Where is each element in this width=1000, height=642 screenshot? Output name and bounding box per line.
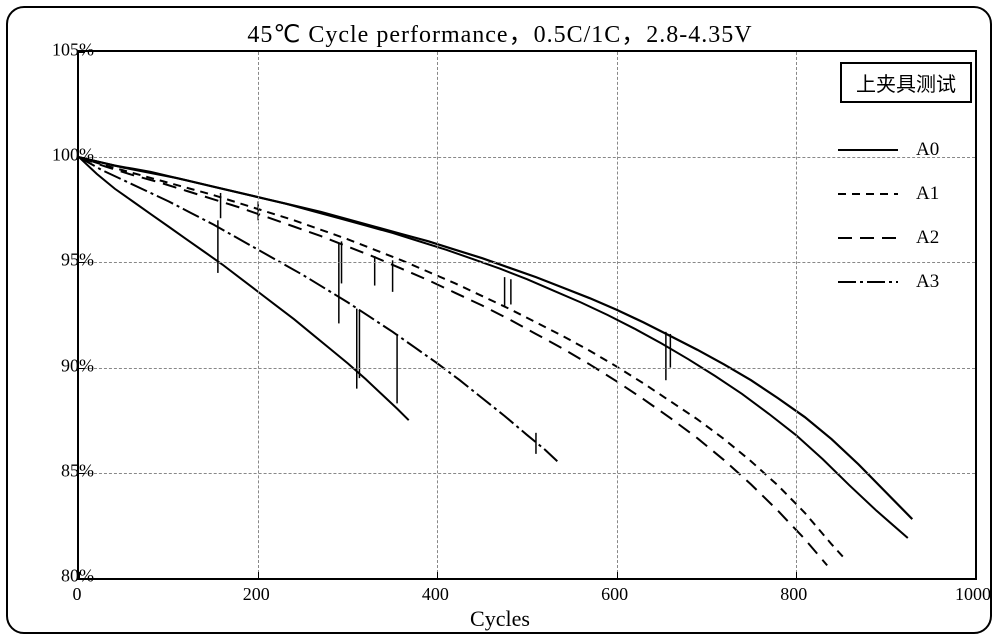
xtick-label: 1000 (955, 584, 991, 605)
legend-item-A1: A1 (838, 172, 939, 216)
legend-swatch (838, 233, 898, 243)
x-axis-label: Cycles (0, 606, 1000, 632)
gridline-h (79, 368, 975, 369)
legend: A0 A1 A2 A3 (838, 128, 939, 304)
series-A1 (79, 157, 845, 559)
legend-label: A2 (916, 227, 939, 249)
xtick-label: 200 (243, 584, 270, 605)
legend-item-A2: A2 (838, 216, 939, 260)
xtick-label: 600 (601, 584, 628, 605)
annotation-box: 上夹具测试 (840, 62, 972, 103)
legend-label: A3 (916, 271, 939, 293)
series-A2 (79, 157, 827, 565)
ytick-label: 85% (34, 460, 94, 481)
xtick-label: 0 (73, 584, 82, 605)
series-A3b (79, 157, 409, 420)
ytick-label: 90% (34, 355, 94, 376)
series-A0 (79, 157, 912, 519)
ytick-label: 80% (34, 566, 94, 587)
ytick-label: 105% (34, 40, 94, 61)
gridline-h (79, 473, 975, 474)
gridline-v (796, 52, 797, 578)
xtick-label: 400 (422, 584, 449, 605)
ytick-label: 95% (34, 250, 94, 271)
ytick-label: 100% (34, 145, 94, 166)
legend-swatch (838, 277, 898, 287)
gridline-v (437, 52, 438, 578)
legend-label: A1 (916, 183, 939, 205)
gridline-v (258, 52, 259, 578)
legend-item-A0: A0 (838, 128, 939, 172)
legend-item-A3: A3 (838, 260, 939, 304)
legend-label: A0 (916, 139, 939, 161)
annotation-text: 上夹具测试 (856, 74, 956, 96)
chart-title: 45℃ Cycle performance，0.5C/1C，2.8-4.35V (0, 14, 1000, 49)
series-A0b (79, 157, 908, 538)
xtick-label: 800 (780, 584, 807, 605)
legend-swatch (838, 145, 898, 155)
gridline-v (617, 52, 618, 578)
series-A3 (79, 157, 558, 462)
legend-swatch (838, 189, 898, 199)
